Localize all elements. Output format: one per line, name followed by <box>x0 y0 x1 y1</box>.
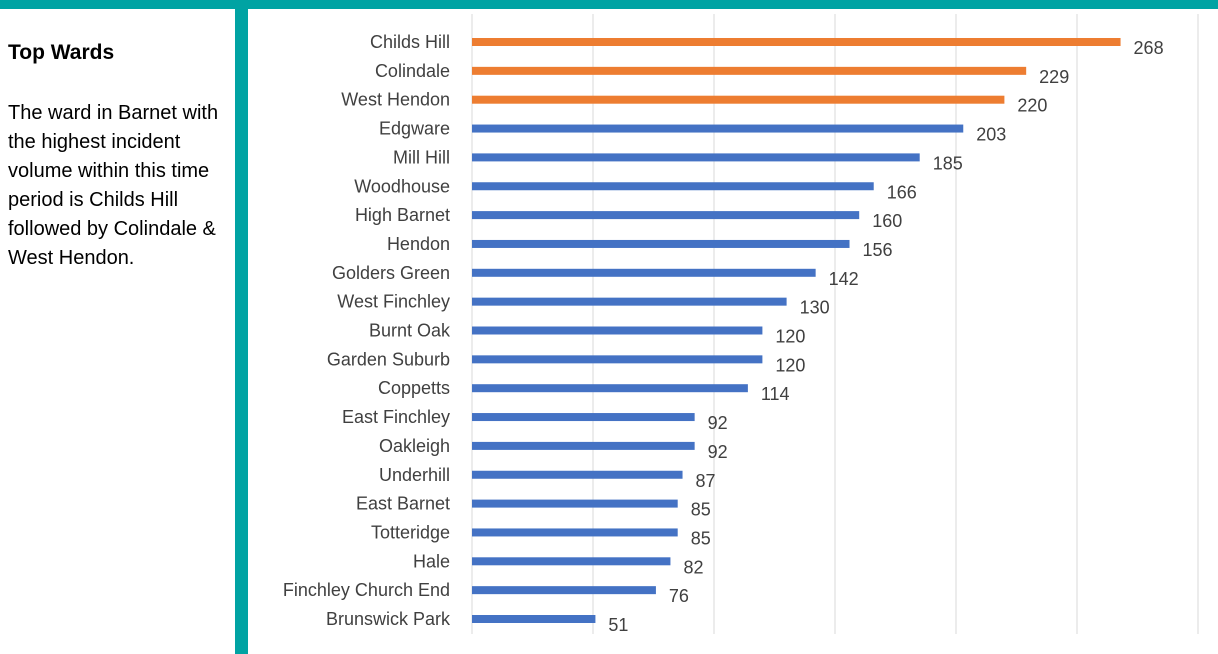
data-label: 51 <box>608 615 628 635</box>
panel-description: The ward in Barnet with the highest inci… <box>8 102 219 269</box>
category-label: East Finchley <box>342 407 450 427</box>
data-label: 185 <box>933 153 963 173</box>
bar <box>472 182 874 191</box>
category-label: High Barnet <box>355 205 450 225</box>
bar <box>472 615 596 623</box>
data-label: 114 <box>761 384 790 404</box>
bar <box>472 95 1005 104</box>
category-label: Hale <box>413 551 450 571</box>
data-label: 85 <box>691 528 711 548</box>
category-label: Totteridge <box>371 522 450 542</box>
bar <box>472 326 763 335</box>
summary-panel: Top Wards The ward in Barnet with the hi… <box>0 9 235 654</box>
bar <box>472 66 1027 75</box>
bar <box>472 557 671 566</box>
data-label: 220 <box>1017 96 1047 116</box>
category-label: Garden Suburb <box>327 349 450 369</box>
category-label: Burnt Oak <box>369 321 451 341</box>
data-label: 268 <box>1134 38 1164 58</box>
bar <box>472 124 964 133</box>
bar <box>472 239 850 248</box>
bar <box>472 384 748 393</box>
bar <box>472 470 683 479</box>
category-label: Woodhouse <box>354 176 450 196</box>
bar <box>472 355 763 364</box>
category-label: Oakleigh <box>379 436 450 456</box>
data-label: 92 <box>708 413 728 433</box>
bar <box>472 297 787 306</box>
data-label: 130 <box>800 298 830 318</box>
data-label: 160 <box>872 211 902 231</box>
bar <box>472 268 816 277</box>
bar <box>472 38 1121 46</box>
category-label: West Finchley <box>337 292 450 312</box>
data-label: 142 <box>829 269 859 289</box>
chart-panel: Childs Hill 268 Colindale 229 West Hendon 220… <box>248 9 1218 654</box>
bar <box>472 586 656 595</box>
data-label: 166 <box>887 182 917 202</box>
panel-title: Top Wards <box>8 41 115 64</box>
data-label: 92 <box>708 442 728 462</box>
bar <box>472 499 678 508</box>
category-label: Golders Green <box>332 263 450 283</box>
category-label: Underhill <box>379 465 450 485</box>
data-label: 120 <box>775 355 805 375</box>
data-label: 82 <box>683 557 703 577</box>
data-label: 120 <box>775 327 805 347</box>
category-label: Hendon <box>387 234 450 254</box>
category-label: Edgware <box>379 119 450 139</box>
bar <box>472 441 695 450</box>
bar-chart: Childs Hill 268 Colindale 229 West Hendon 220… <box>283 14 1199 635</box>
bar <box>472 153 920 162</box>
category-label: Colindale <box>375 61 450 81</box>
category-label: Finchley Church End <box>283 580 450 600</box>
category-label: Brunswick Park <box>326 609 451 629</box>
data-label: 87 <box>696 471 716 491</box>
data-label: 85 <box>691 500 711 520</box>
bar <box>472 211 860 220</box>
data-label: 203 <box>976 125 1006 145</box>
data-label: 229 <box>1039 67 1069 87</box>
category-label: Childs Hill <box>370 32 450 52</box>
bar <box>472 528 678 537</box>
category-label: Coppetts <box>378 378 450 398</box>
bar <box>472 413 695 422</box>
data-label: 156 <box>863 240 893 260</box>
category-label: Mill Hill <box>393 147 450 167</box>
category-label: East Barnet <box>356 494 450 514</box>
category-label: West Hendon <box>341 90 450 110</box>
data-label: 76 <box>669 586 689 606</box>
